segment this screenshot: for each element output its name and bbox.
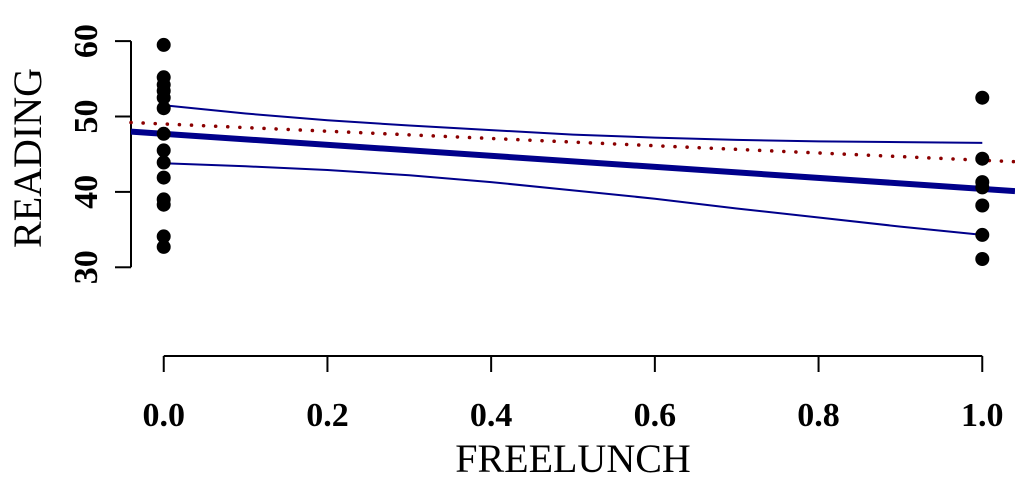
data-point bbox=[975, 252, 990, 266]
y-axis-label: READING bbox=[5, 68, 50, 248]
x-tick-label: 0.2 bbox=[306, 397, 349, 434]
x-axis: 0.0 0.2 0.4 0.6 0.8 1.0 bbox=[142, 355, 1004, 434]
data-point bbox=[156, 90, 171, 105]
plot-lines bbox=[129, 104, 1015, 236]
dotted-fit-line bbox=[129, 120, 1015, 164]
data-point bbox=[156, 101, 171, 116]
x-tick-label: 1.0 bbox=[961, 397, 1004, 434]
x-tick-label: 0.6 bbox=[634, 397, 677, 434]
data-point bbox=[156, 229, 171, 244]
x-tick-label: 0.0 bbox=[142, 397, 185, 434]
y-axis: 30 40 50 60 bbox=[68, 24, 132, 284]
data-point bbox=[156, 143, 171, 158]
regression-line bbox=[130, 128, 1015, 195]
y-tick-label: 60 bbox=[68, 24, 105, 58]
data-point bbox=[975, 90, 990, 105]
data-point bbox=[156, 126, 171, 141]
y-tick-label: 40 bbox=[68, 175, 105, 209]
confidence-band-lower bbox=[163, 162, 983, 236]
y-tick-label: 50 bbox=[68, 100, 105, 134]
confidence-band-upper bbox=[163, 104, 983, 144]
y-tick-label: 30 bbox=[68, 250, 105, 284]
x-tick-label: 0.4 bbox=[470, 397, 513, 434]
data-point bbox=[975, 198, 990, 213]
data-point bbox=[156, 155, 171, 170]
x-tick-label: 0.8 bbox=[797, 397, 840, 434]
data-point bbox=[975, 227, 990, 242]
data-point bbox=[156, 37, 171, 52]
data-point bbox=[156, 197, 171, 212]
data-point bbox=[156, 239, 171, 254]
data-point bbox=[975, 180, 990, 195]
x-axis-label: FREELUNCH bbox=[455, 436, 691, 477]
data-point bbox=[975, 151, 990, 166]
data-point bbox=[156, 170, 171, 185]
data-points bbox=[156, 37, 990, 266]
